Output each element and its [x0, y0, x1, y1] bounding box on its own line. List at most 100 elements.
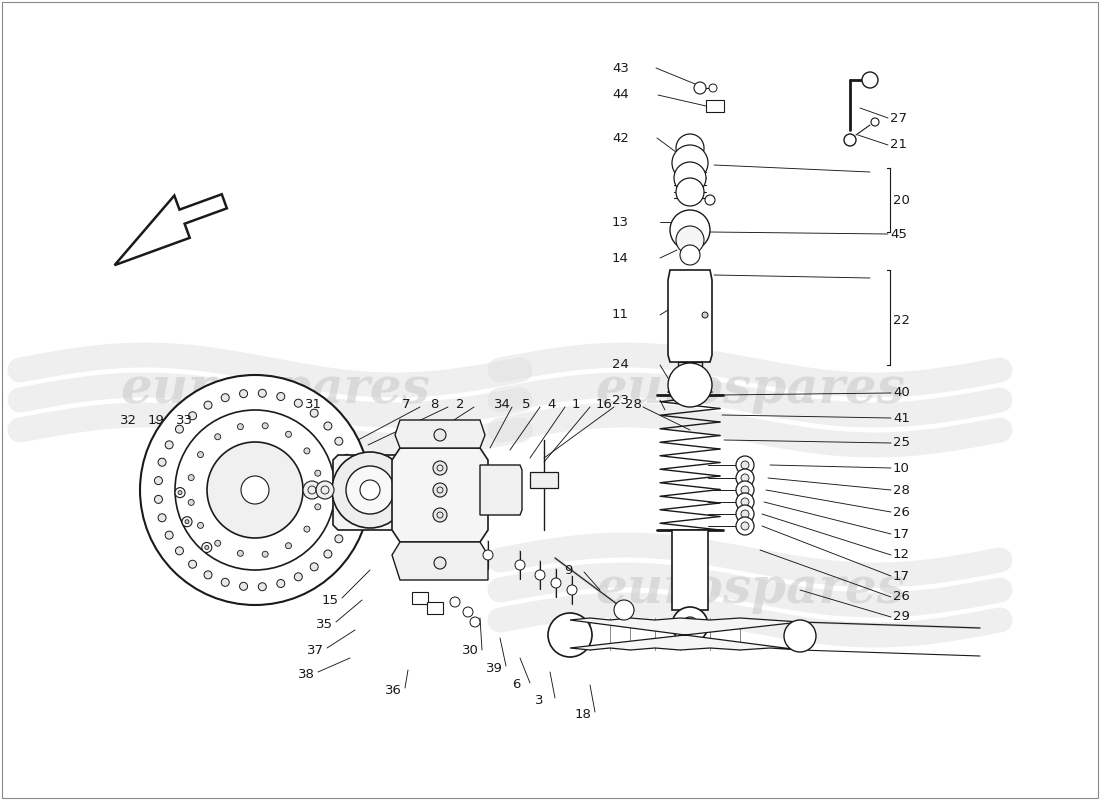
Circle shape — [295, 573, 302, 581]
Circle shape — [433, 461, 447, 475]
Text: 3: 3 — [535, 694, 543, 706]
Text: 41: 41 — [893, 411, 910, 425]
Polygon shape — [333, 455, 405, 530]
Circle shape — [277, 579, 285, 587]
Text: 30: 30 — [462, 643, 478, 657]
Circle shape — [188, 560, 197, 568]
Text: 25: 25 — [893, 437, 910, 450]
Text: 10: 10 — [893, 462, 910, 474]
Text: 28: 28 — [893, 483, 910, 497]
Circle shape — [315, 504, 321, 510]
Polygon shape — [570, 618, 800, 650]
Circle shape — [323, 422, 332, 430]
Polygon shape — [412, 592, 428, 604]
Circle shape — [277, 393, 285, 401]
Circle shape — [304, 526, 310, 532]
Circle shape — [207, 442, 302, 538]
Circle shape — [238, 550, 243, 556]
Circle shape — [240, 582, 248, 590]
Circle shape — [188, 412, 197, 420]
Text: 17: 17 — [893, 570, 910, 582]
Circle shape — [741, 486, 749, 494]
Text: 26: 26 — [893, 506, 910, 518]
Text: 8: 8 — [430, 398, 439, 411]
Text: 39: 39 — [486, 662, 503, 674]
Circle shape — [736, 481, 754, 499]
Circle shape — [702, 312, 708, 318]
Circle shape — [705, 195, 715, 205]
Circle shape — [548, 613, 592, 657]
Text: 12: 12 — [893, 549, 910, 562]
Circle shape — [185, 520, 189, 524]
Circle shape — [175, 410, 336, 570]
Text: 36: 36 — [385, 683, 402, 697]
Text: 44: 44 — [612, 89, 629, 102]
Circle shape — [154, 477, 163, 485]
Circle shape — [862, 72, 878, 88]
Text: 34: 34 — [494, 398, 510, 411]
Text: 27: 27 — [890, 111, 908, 125]
Circle shape — [238, 424, 243, 430]
Circle shape — [551, 578, 561, 588]
Circle shape — [741, 498, 749, 506]
Circle shape — [741, 522, 749, 530]
Text: 2: 2 — [456, 398, 464, 411]
Circle shape — [178, 490, 182, 494]
Circle shape — [188, 499, 195, 506]
Circle shape — [736, 517, 754, 535]
Circle shape — [348, 473, 355, 481]
Circle shape — [710, 84, 717, 92]
Text: 37: 37 — [307, 643, 324, 657]
Polygon shape — [480, 465, 522, 515]
Circle shape — [343, 518, 351, 526]
Circle shape — [433, 508, 447, 522]
Polygon shape — [672, 530, 708, 610]
Text: 18: 18 — [575, 707, 592, 721]
Text: 31: 31 — [305, 398, 322, 411]
Circle shape — [262, 551, 268, 557]
Text: 4: 4 — [547, 398, 556, 411]
Circle shape — [262, 423, 268, 429]
Circle shape — [214, 434, 221, 440]
Text: eurospares: eurospares — [595, 366, 905, 414]
Text: 19: 19 — [148, 414, 165, 426]
Polygon shape — [668, 270, 712, 362]
Circle shape — [672, 145, 708, 181]
Circle shape — [694, 82, 706, 94]
Circle shape — [676, 134, 704, 162]
Circle shape — [175, 425, 184, 433]
Text: 33: 33 — [176, 414, 192, 426]
Circle shape — [784, 620, 816, 652]
Circle shape — [241, 476, 270, 504]
Circle shape — [302, 481, 321, 499]
Circle shape — [434, 429, 446, 441]
Text: 11: 11 — [612, 309, 629, 322]
Circle shape — [315, 470, 321, 476]
Text: 28: 28 — [625, 398, 642, 411]
Circle shape — [295, 399, 302, 407]
Text: 45: 45 — [890, 227, 906, 241]
Polygon shape — [706, 100, 724, 112]
Circle shape — [258, 390, 266, 398]
Circle shape — [668, 363, 712, 407]
Circle shape — [334, 534, 343, 542]
Circle shape — [741, 510, 749, 518]
Circle shape — [450, 597, 460, 607]
Circle shape — [214, 540, 221, 546]
Circle shape — [736, 456, 754, 474]
Text: 7: 7 — [402, 398, 410, 411]
Circle shape — [741, 474, 749, 482]
Circle shape — [310, 563, 318, 571]
Circle shape — [682, 617, 698, 633]
Circle shape — [154, 495, 163, 503]
Polygon shape — [392, 542, 488, 580]
Text: 15: 15 — [322, 594, 339, 606]
Circle shape — [672, 607, 708, 643]
Circle shape — [676, 226, 704, 254]
Circle shape — [566, 585, 578, 595]
Text: 38: 38 — [298, 667, 315, 681]
Text: 26: 26 — [893, 590, 910, 603]
Circle shape — [205, 546, 209, 550]
Text: 32: 32 — [120, 414, 138, 426]
Circle shape — [316, 481, 334, 499]
